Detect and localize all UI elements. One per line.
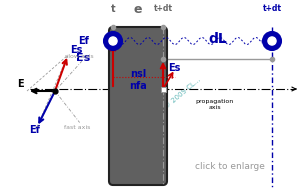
FancyBboxPatch shape [109,27,167,185]
Text: fast axis: fast axis [64,125,91,129]
Text: e: e [134,3,142,16]
Text: t+dt: t+dt [154,4,172,13]
Text: t+dt: t+dt [262,4,281,13]
Text: Ef: Ef [78,36,89,46]
Text: Es: Es [168,63,180,73]
Text: right © 2009 CL...: right © 2009 CL... [148,76,202,122]
Text: E: E [17,79,24,89]
Circle shape [109,37,117,45]
Text: dL: dL [208,32,227,46]
Text: nsl: nsl [130,69,146,79]
Circle shape [104,32,122,50]
Text: propagation
axis: propagation axis [196,99,234,110]
Text: click to enlarge: click to enlarge [195,162,265,171]
Text: slow axis: slow axis [65,54,94,59]
Text: t: t [111,4,115,14]
Bar [160,87,166,91]
Text: Ef: Ef [30,125,40,135]
Text: Es: Es [70,45,83,55]
Circle shape [263,32,281,50]
Text: Es: Es [76,53,90,63]
Text: nfa: nfa [129,81,147,91]
Circle shape [268,37,276,45]
